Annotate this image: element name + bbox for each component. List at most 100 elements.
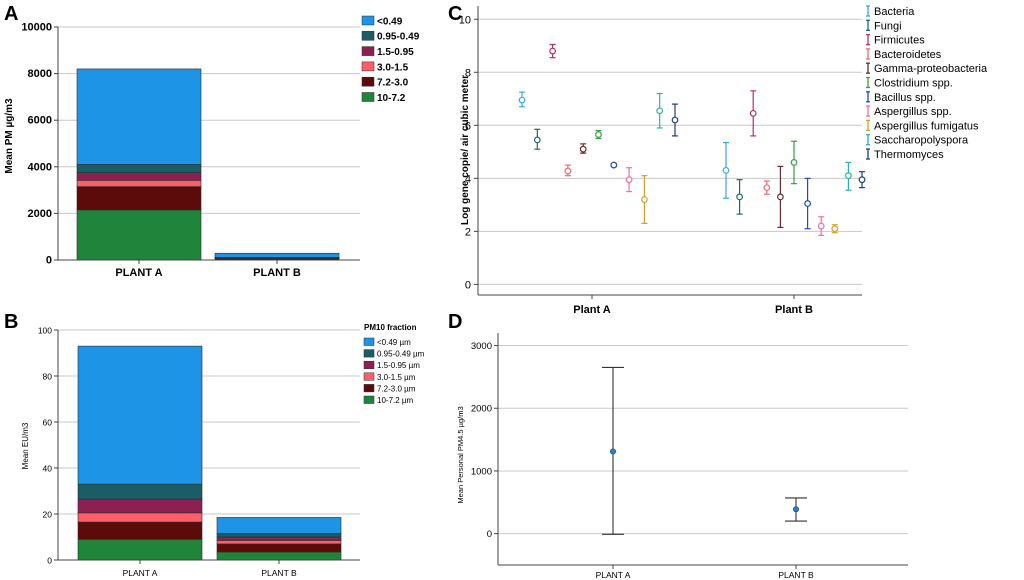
a-y-tick-label: 0 [46, 255, 52, 267]
c-y-tick-label: 0 [465, 279, 471, 291]
b-legend-swatch [363, 337, 375, 346]
c-data-point [845, 172, 852, 180]
b-bar-segment [77, 498, 203, 514]
panel-c-legend: Bacteria Fungi Firmicutes Bacteroidetes Gamm… [866, 5, 988, 161]
c-y-tick-label: 4 [465, 173, 471, 185]
a-y-tick-label: 8000 [28, 68, 52, 80]
a-y-tick-label: 2000 [28, 208, 52, 220]
a-legend-label: 0.95-0.49 [377, 32, 420, 43]
panel-b-chart: 0 20 40 60 80 100 PLANT A PLANT B Mean EU/m3 PM… [21, 322, 425, 578]
panel-a-bars [76, 68, 340, 261]
c-data-point [671, 116, 679, 124]
c-legend-label: Saccharopolyspora [874, 135, 969, 147]
panel-d-axes: 0 1000 2000 3000 PLANT A PLANT B [471, 333, 908, 580]
b-y-tick-label: 60 [43, 418, 53, 428]
c-data-point [625, 176, 633, 184]
a-legend-swatch [361, 46, 375, 56]
b-legend-label: 1.5-0.95 µm [377, 361, 420, 370]
d-y-tick-label: 2000 [471, 404, 492, 415]
panel-b-y-axis-label: Mean EU/m3 [21, 422, 30, 469]
panel-a-axes: 0 2000 4000 6000 8000 10000 PLANT A PLANT B [21, 22, 360, 279]
c-legend-label: Bacteria [874, 6, 915, 18]
a-y-tick-label: 6000 [28, 115, 52, 127]
panel-c-gridlines [478, 18, 862, 285]
a-legend-label: 3.0-1.5 [377, 62, 409, 73]
c-legend-label: Bacteroidetes [874, 49, 942, 61]
c-legend-label: Fungi [874, 20, 902, 32]
c-data-point [579, 145, 587, 153]
panel-c-axes: 0 2 4 6 8 10 Plant A Plant B [459, 6, 862, 316]
c-y-tick-label: 2 [465, 226, 471, 238]
panel-label-a: A [4, 3, 18, 25]
d-y-tick-label: 3000 [471, 341, 492, 352]
a-x-category-label: PLANT A [115, 267, 162, 279]
a-legend-swatch [361, 76, 375, 87]
d-x-category-label: PLANT A [596, 570, 631, 580]
b-legend-label: <0.49 µm [377, 338, 411, 347]
c-data-point [564, 167, 572, 175]
b-legend-label: 0.95-0.49 µm [377, 350, 425, 359]
d-y-tick-label: 0 [487, 529, 492, 540]
c-data-point [518, 96, 526, 104]
c-y-tick-label: 10 [459, 14, 471, 26]
panel-c-chart: 0 2 4 6 8 10 Plant A Plant B Log gene copie/ ai… [459, 5, 988, 316]
c-legend-label: Thermomyces [874, 149, 944, 161]
a-legend-swatch [361, 15, 375, 26]
b-y-tick-label: 100 [38, 326, 52, 336]
b-legend-label: 3.0-1.5 µm [377, 373, 416, 382]
panel-a-y-axis-label: Mean PM µg/m3 [4, 98, 15, 174]
panel-b-axes: 0 20 40 60 80 100 PLANT A PLANT B [38, 326, 360, 578]
b-legend-swatch [363, 384, 375, 393]
panel-label-b: B [4, 311, 18, 333]
c-data-point [549, 47, 556, 55]
c-data-point [817, 222, 825, 230]
a-legend-swatch [361, 92, 375, 102]
panel-c-y-axis-label: Log gene copie/ air cubic meter [460, 75, 471, 225]
c-data-point [749, 109, 757, 117]
c-legend-label: Clostridium spp. [874, 78, 953, 90]
d-y-tick-label: 1000 [471, 466, 492, 477]
c-data-point [858, 176, 866, 184]
b-y-tick-label: 20 [43, 510, 53, 520]
panel-d-points [602, 366, 807, 535]
c-legend-label: Bacillus spp. [874, 92, 936, 104]
c-data-point [763, 184, 771, 192]
b-y-tick-label: 80 [43, 372, 53, 382]
c-y-tick-label: 6 [465, 120, 471, 132]
panel-a-legend: <0.49 0.95-0.49 1.5-0.95 3.0-1.5 7.2-3.0 10-7… [361, 15, 420, 104]
c-data-point [641, 196, 648, 203]
a-bar-segment [76, 186, 202, 211]
b-legend-swatch [363, 395, 375, 404]
b-legend-label: 10-7.2 µm [377, 396, 414, 405]
a-legend-label: 10-7.2 [377, 93, 406, 104]
a-bar-segment [76, 164, 202, 173]
c-data-point [777, 193, 784, 201]
c-data-point [831, 225, 839, 233]
b-bar-segment [216, 536, 342, 541]
panel-d-y-axis-label: Mean Personal PM4.5 µg/m3 [456, 406, 465, 503]
d-x-category-label: PLANT B [778, 570, 814, 580]
a-legend-label: <0.49 [377, 16, 403, 27]
c-x-category-label: Plant A [573, 304, 611, 316]
c-data-point [610, 161, 618, 169]
a-bar-segment [76, 209, 202, 261]
panel-a-chart: 0 2000 4000 6000 8000 10000 PLANT A PLANT B Mea… [4, 12, 420, 279]
c-data-point [804, 200, 811, 207]
panel-b-legend: <0.49 µm 0.95-0.49 µm 1.5-0.95 µm 3.0-1.5 µ… [363, 337, 425, 405]
c-legend-label: Firmicutes [874, 35, 925, 47]
c-data-point [722, 166, 730, 174]
b-bar-segment [216, 551, 342, 561]
c-data-point [533, 136, 541, 144]
b-bar-segment [77, 512, 203, 523]
b-bar-segment [216, 543, 342, 553]
panel-label-d: D [448, 311, 462, 333]
a-legend-label: 7.2-3.0 [377, 78, 409, 89]
c-legend-label: Aspergillus spp. [874, 106, 952, 118]
a-bar-segment [76, 172, 202, 181]
c-legend-label: Aspergillus fumigatus [874, 120, 979, 132]
c-data-point [736, 193, 743, 201]
a-legend-swatch [361, 31, 375, 41]
panel-b-bars [77, 345, 342, 561]
b-legend-swatch [363, 360, 375, 369]
